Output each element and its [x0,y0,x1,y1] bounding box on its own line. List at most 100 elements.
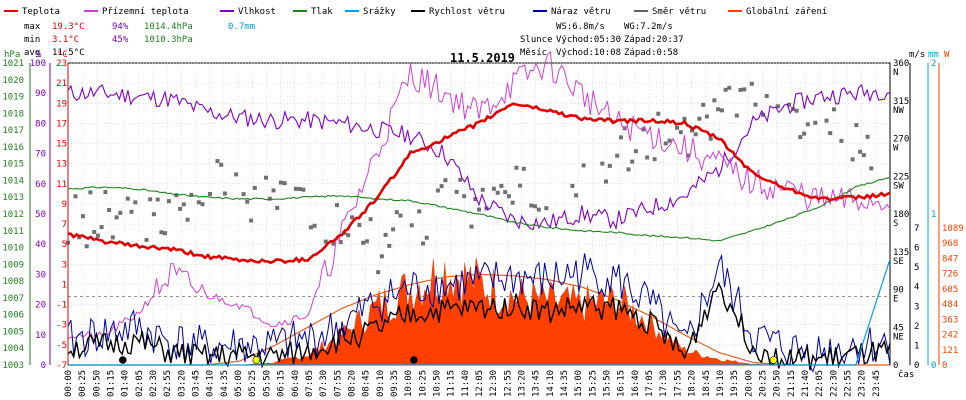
wind-direction-tick-label: 225 [893,172,909,182]
wind-direction-point [869,166,874,171]
x-tick-label: 18:45 [702,370,712,397]
x-tick-label: 22:05 [815,370,825,397]
radiation-tick-label: 847 [942,254,958,264]
wind-direction-point [181,202,186,207]
wind-direction-tick-label: 90 [893,286,904,296]
wind-direction-point [813,120,818,125]
wind-direction-point [682,116,687,121]
humidity-tick-label: 20 [35,301,46,311]
wind-direction-point [641,127,646,132]
x-tick-label: 15:25 [588,370,598,397]
radiation-tick-label: 484 [942,300,958,310]
x-tick-label: 05:50 [262,370,272,397]
hpa-tick-label: 1017 [2,126,24,136]
wind-direction-point [622,126,627,131]
wind-direction-point [133,200,138,205]
wind-direction-point [839,138,844,143]
x-tick-label: 08:20 [347,370,357,397]
wind-direction-point [850,157,855,162]
x-tick-label: 20:25 [758,370,768,397]
wind-direction-point [574,193,579,198]
info-block: WS:6.8m/s WG:7.2m/s Slunce Východ:05:30 … [520,22,684,58]
hpa-tick-label: 1008 [2,277,24,287]
wind-direction-point [421,241,425,246]
humidity-tick-label: 80 [35,119,46,129]
wind-direction-point [761,112,765,117]
wind-direction-tick-label: 135 [893,248,909,258]
x-tick-label: 04:35 [220,370,230,397]
wind-direction-point [338,240,343,245]
hpa-tick-label: 1015 [2,160,24,170]
x-tick-label: 01:40 [121,370,131,397]
humidity-line [67,83,891,231]
wind-direction-point [775,104,780,109]
humidity-tick-label: 50 [35,210,46,220]
temperature-tick-label: 21 [56,79,67,89]
x-tick-label: 16:40 [631,370,641,397]
wind-direction-point [495,190,500,195]
wind-direction-point [394,210,399,215]
wind-speed-line [67,281,891,371]
wind-direction-point [368,217,373,222]
wind-direction-point [749,81,754,86]
wind-direction-point [387,243,392,248]
wind-direction-point [656,111,661,116]
axis-unit-rad: W [944,50,950,60]
wind-direction-point [308,225,313,230]
x-tick-label: 00:25 [78,370,88,397]
x-tick-label: 00:50 [92,370,102,397]
humidity-tick-label: 40 [35,240,46,250]
wind-direction-tick-label: 45 [893,323,904,333]
wind-direction-point [690,128,694,133]
wind-direction-point [716,107,721,112]
wind-direction-point [185,217,190,222]
temperature-tick-label: -1 [56,301,67,311]
wind-direction-point [84,244,89,249]
humidity-tick-label: 60 [35,180,46,190]
info-sun-label: Slunce [520,35,553,45]
wind-direction-point [279,180,283,185]
wind-direction-point [346,233,351,238]
wind-direction-point [331,241,336,246]
x-tick-label: 07:55 [333,370,343,397]
pressure-line [67,177,891,242]
wind-direction-point [787,102,792,107]
wind-gust-line [67,253,891,373]
wind-speed-tick-label: 4 [914,283,919,293]
axes-group: 1021102010191018101710161015101410131012… [2,59,963,397]
x-tick-label: 05:25 [248,370,258,397]
wind-direction-letter: NW [893,106,904,116]
wind-direction-point [267,196,272,201]
wind-direction-point [719,108,724,113]
wind-direction-point [271,188,276,193]
wind-direction-point [473,197,478,202]
x-tick-label: 06:15 [277,370,287,397]
wind-direction-point [73,194,78,199]
wind-direction-point [107,208,112,212]
x-tick-label: 22:30 [829,370,839,397]
wind-direction-point [379,254,384,259]
wind-direction-point [604,179,608,184]
wind-direction-point [693,132,698,137]
wind-direction-point [376,270,381,275]
x-tick-label: 07:05 [305,370,315,397]
x-tick-label: 12:30 [489,370,499,397]
stats-avg-temp: 11.5°C [52,48,85,58]
temperature-tick-label: -3 [56,321,67,331]
wind-direction-point [663,141,668,146]
radiation-tick-label: 0 [942,361,947,371]
x-tick-label: 18:20 [688,370,698,397]
legend-label: Teplota [22,7,60,17]
temperature-tick-label: 3 [62,260,67,270]
humidity-tick-label: 10 [35,331,46,341]
x-tick-label: 02:05 [135,370,145,397]
wind-direction-point [219,162,224,167]
wind-direction-point [697,116,702,121]
wind-direction-point [350,215,354,220]
wind-direction-point [503,190,508,195]
temperature-tick-label: 15 [56,140,67,150]
wind-direction-point [753,102,758,107]
wind-direction-point [645,155,650,160]
hpa-tick-label: 1020 [2,76,24,86]
